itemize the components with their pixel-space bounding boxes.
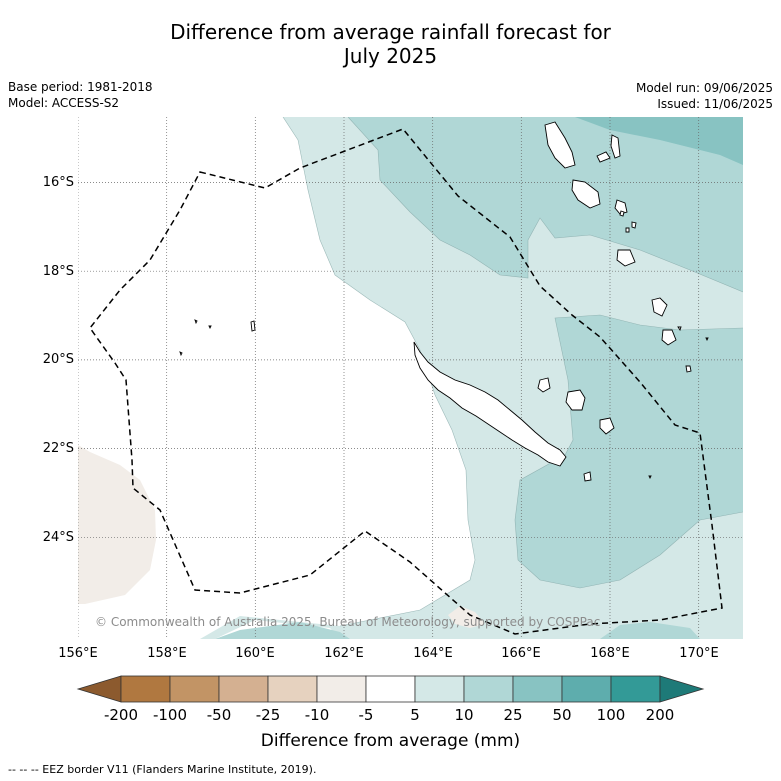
model-name: Model: ACCESS-S2 bbox=[8, 96, 120, 110]
islet-4 bbox=[194, 319, 198, 325]
colorbar-tick-label: -25 bbox=[255, 706, 281, 724]
colorbar-swatch bbox=[512, 675, 563, 703]
lon-label-160e: 160°E bbox=[235, 646, 275, 661]
colorbar-tick-label: 5 bbox=[410, 706, 420, 724]
issued-date: Issued: 11/06/2025 bbox=[657, 97, 773, 111]
eez-legend-note: -- -- -- EEZ border V11 (Flanders Marine… bbox=[8, 763, 317, 776]
lon-label-170e: 170°E bbox=[679, 646, 719, 661]
colorbar-tick-label: 100 bbox=[596, 706, 626, 724]
contour-10-25-bottom bbox=[600, 622, 700, 639]
vanuatu-ambae bbox=[596, 151, 611, 163]
lon-label-164e: 164°E bbox=[413, 646, 453, 661]
lat-label-22s: 22°S bbox=[42, 441, 74, 456]
colorbar-swatch bbox=[414, 675, 465, 703]
colorbar-swatch bbox=[120, 675, 171, 703]
colorbar-swatch bbox=[218, 675, 269, 703]
lon-label-158e: 158°E bbox=[147, 646, 187, 661]
colorbar-swatch bbox=[610, 675, 661, 703]
lon-label-156e: 156°E bbox=[58, 646, 98, 661]
loyalty-island-lifou bbox=[565, 389, 586, 411]
contour-10-25-left bbox=[215, 622, 350, 639]
lon-label-162e: 162°E bbox=[324, 646, 364, 661]
colorbar-tick-label: 10 bbox=[454, 706, 474, 724]
contour-neg10-neg5-west bbox=[78, 445, 156, 604]
loyalty-island-mare bbox=[599, 417, 615, 435]
islet-3 bbox=[619, 210, 625, 217]
colorbar-swatch bbox=[267, 675, 318, 703]
meta-right: Model run: 09/06/2025 Issued: 11/06/2025 bbox=[636, 80, 773, 112]
meta-left: Base period: 1981-2018 Model: ACCESS-S2 bbox=[8, 79, 153, 111]
hunter-island bbox=[685, 365, 692, 373]
islet-5 bbox=[208, 325, 212, 330]
contour-neg10-neg5-south bbox=[448, 606, 485, 628]
colorbar-tick-label: 50 bbox=[552, 706, 572, 724]
vanuatu-erromango bbox=[616, 249, 636, 267]
islet-7 bbox=[705, 337, 709, 342]
lon-label-168e: 168°E bbox=[590, 646, 630, 661]
colorbar-swatch bbox=[463, 675, 514, 703]
contour-10-25-north bbox=[348, 117, 743, 292]
lat-label-18s: 18°S bbox=[42, 264, 74, 279]
lat-label-24s: 24°S bbox=[42, 530, 74, 545]
islet-6 bbox=[179, 351, 183, 357]
colorbar-title: Difference from average (mm) bbox=[260, 731, 521, 751]
colorbar-swatch bbox=[365, 675, 416, 703]
colorbar bbox=[76, 675, 705, 703]
lon-label-166e: 166°E bbox=[501, 646, 541, 661]
colorbar-swatch bbox=[561, 675, 612, 703]
model-run: Model run: 09/06/2025 bbox=[635, 81, 773, 95]
eez-border bbox=[89, 128, 723, 635]
colorbar-tick-label: -10 bbox=[304, 706, 330, 724]
contour-10-25-south bbox=[515, 315, 743, 588]
isle-of-pines bbox=[583, 471, 592, 482]
loyalty-island-ouvea bbox=[537, 377, 551, 393]
vanuatu-aneityum bbox=[661, 329, 677, 346]
colorbar-left-arrow bbox=[76, 675, 122, 703]
chesterfield-islet bbox=[250, 320, 256, 332]
colorbar-tick-label: 200 bbox=[645, 706, 675, 724]
vanuatu-tanna bbox=[651, 297, 668, 317]
coastlines bbox=[179, 121, 709, 482]
vanuatu-espiritu-santo bbox=[544, 121, 576, 169]
contour-25-50 bbox=[575, 117, 743, 165]
map-area bbox=[78, 117, 743, 639]
islet-1 bbox=[625, 227, 630, 233]
colorbar-tick-label: -200 bbox=[103, 706, 139, 724]
colorbar-swatch bbox=[316, 675, 367, 703]
islet-2 bbox=[631, 221, 637, 229]
copyright-notice: © Commonwealth of Australia 2025, Bureau… bbox=[95, 615, 601, 629]
title-line-2: July 2025 bbox=[343, 44, 438, 68]
base-period: Base period: 1981-2018 bbox=[8, 80, 153, 94]
colorbar-tick-label: -50 bbox=[206, 706, 232, 724]
colorbar-swatch bbox=[169, 675, 220, 703]
colorbar-boxes bbox=[120, 675, 661, 703]
colorbar-tick-label: -5 bbox=[358, 706, 374, 724]
colorbar-tick-label: 25 bbox=[503, 706, 523, 724]
colorbar-tick-label: -100 bbox=[152, 706, 188, 724]
title-line-1: Difference from average rainfall forecas… bbox=[170, 20, 611, 44]
lat-label-16s: 16°S bbox=[42, 175, 74, 190]
new-caledonia-grande-terre bbox=[413, 341, 567, 467]
islet-8 bbox=[677, 326, 682, 332]
islet-9 bbox=[648, 475, 652, 480]
lat-label-20s: 20°S bbox=[42, 352, 74, 367]
vanuatu-maewo-pentecost bbox=[610, 134, 621, 159]
colorbar-right-arrow bbox=[659, 675, 705, 703]
vanuatu-malakula bbox=[571, 179, 601, 209]
map-title: Difference from average rainfall forecas… bbox=[0, 20, 781, 68]
